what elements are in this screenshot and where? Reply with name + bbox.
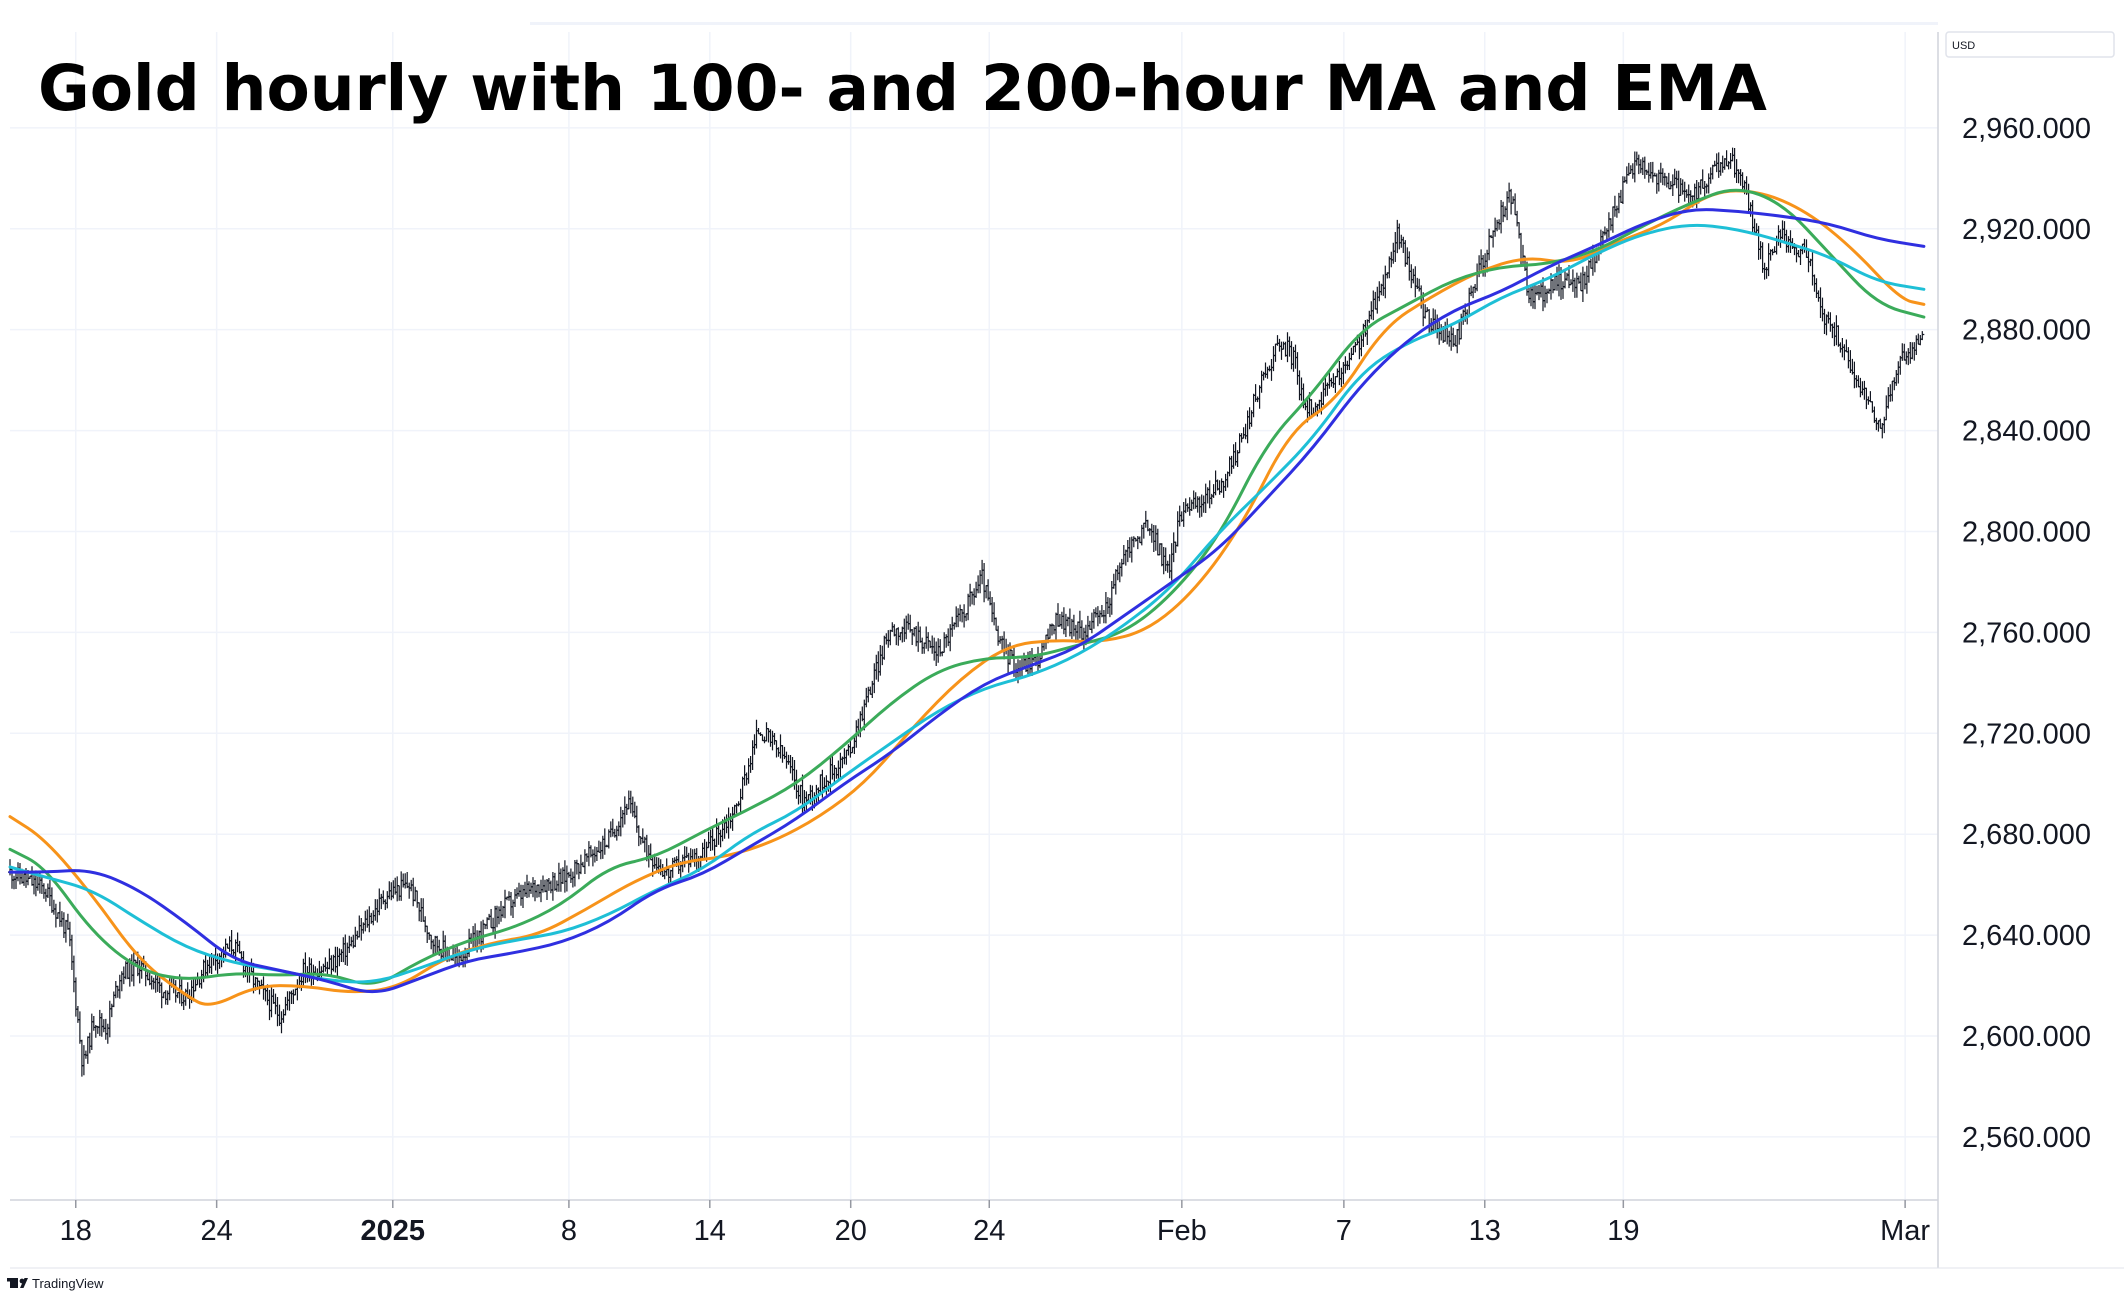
grid: [10, 32, 1938, 1200]
x-tick-label: 18: [60, 1215, 92, 1247]
y-tick-label: 2,720.000: [1962, 718, 2091, 750]
y-tick-label: 2,640.000: [1962, 920, 2091, 952]
x-tick-label: 8: [561, 1215, 577, 1247]
ma-line-blue: [8, 208, 1926, 994]
x-tick-label: Feb: [1157, 1215, 1207, 1247]
x-tick-label: 13: [1469, 1215, 1501, 1247]
x-tick-label: 24: [201, 1215, 233, 1247]
x-tick-label: 20: [835, 1215, 867, 1247]
tradingview-watermark: TradingView: [7, 1276, 104, 1291]
x-tick-label: 24: [973, 1215, 1005, 1247]
y-tick-label: 2,760.000: [1962, 617, 2091, 649]
x-tick-label: 7: [1336, 1215, 1352, 1247]
ma-line-orange: [8, 189, 1926, 1006]
y-tick-label: 2,600.000: [1962, 1021, 2091, 1053]
y-tick-label: 2,560.000: [1962, 1122, 2091, 1154]
y-tick-label: 2,880.000: [1962, 315, 2091, 347]
currency-badge-box: [1945, 31, 2115, 58]
currency-badge-label: USD: [1952, 40, 1975, 52]
watermark-text: TradingView: [32, 1276, 104, 1291]
chart-title: Gold hourly with 100- and 200-hour MA an…: [38, 52, 1767, 125]
x-tick-label: Mar: [1880, 1215, 1930, 1247]
top-border: [530, 22, 1938, 25]
y-axis-ticks: 2,560.000 2,600.000 2,640.000 2,680.000 2,72…: [1962, 113, 2091, 1154]
moving-average-lines: [8, 188, 1926, 1006]
y-tick-label: 2,840.000: [1962, 416, 2091, 448]
x-tick-label: 2025: [361, 1215, 426, 1247]
currency-badge[interactable]: USD: [1945, 31, 2115, 58]
price-bar: [1920, 331, 1925, 341]
price-bars: [8, 147, 1925, 1077]
tradingview-logo-icon: [7, 1278, 28, 1288]
y-tick-label: 2,920.000: [1962, 214, 2091, 246]
x-axis-ticks: 18 24 2025 8 14 20 24 Feb 7 13 19 Mar: [60, 1200, 1930, 1247]
x-tick-label: 19: [1607, 1215, 1639, 1247]
y-tick-label: 2,800.000: [1962, 516, 2091, 548]
y-tick-label: 2,680.000: [1962, 819, 2091, 851]
x-tick-label: 14: [694, 1215, 726, 1247]
y-tick-label: 2,960.000: [1962, 113, 2091, 145]
